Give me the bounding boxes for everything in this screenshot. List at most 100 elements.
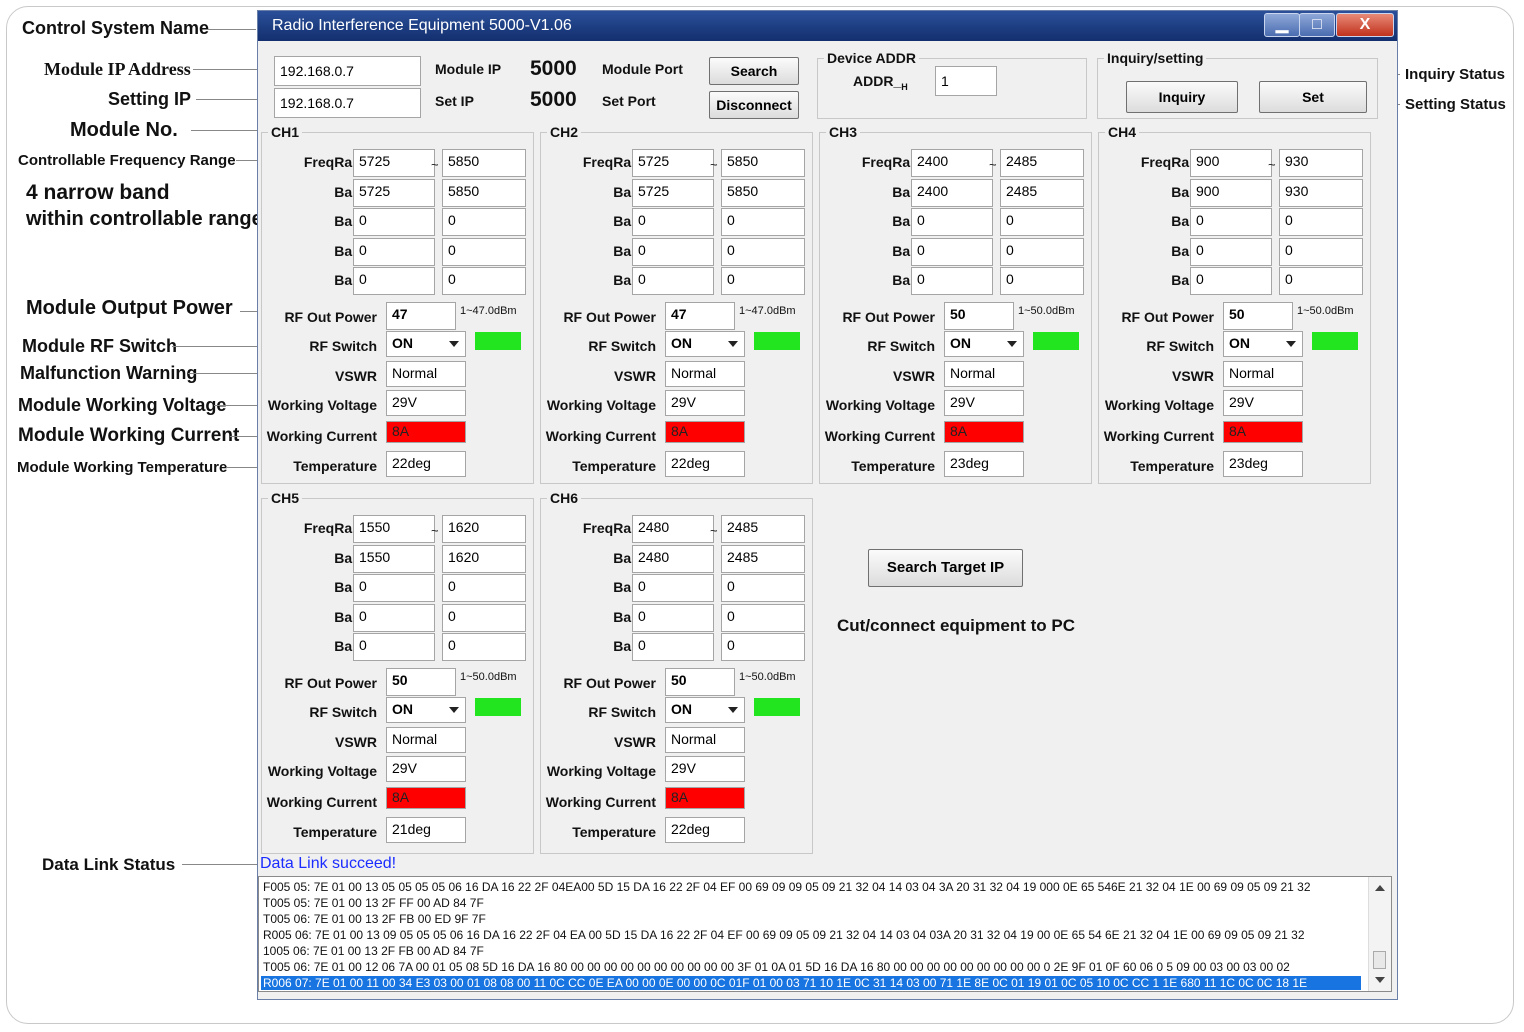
close-icon[interactable]: X	[1336, 13, 1394, 37]
rf-out-power-input[interactable]: 47	[665, 302, 735, 330]
rf-switch-select[interactable]: ON	[665, 697, 745, 723]
band4-high-input[interactable]: 0	[721, 633, 805, 661]
search-target-ip-button[interactable]: Search Target IP	[868, 549, 1023, 587]
band4-low-input[interactable]: 0	[353, 633, 435, 661]
band1-low-input[interactable]: 5725	[632, 179, 714, 207]
data-log[interactable]: F005 05: 7E 01 00 13 05 05 05 05 06 16 D…	[258, 876, 1392, 992]
band4-high-input[interactable]: 0	[442, 267, 526, 295]
freq-range-high-input[interactable]: 1620	[442, 515, 526, 543]
inquiry-button[interactable]: Inquiry	[1126, 81, 1238, 113]
band1-high-input[interactable]: 2485	[1000, 179, 1084, 207]
band4-high-input[interactable]: 0	[721, 267, 805, 295]
band4-high-input[interactable]: 0	[442, 633, 526, 661]
freq-range-low-input[interactable]: 2400	[911, 149, 993, 177]
temperature-label: Temperature	[572, 458, 656, 474]
band2-low-input[interactable]: 0	[632, 208, 714, 236]
scroll-thumb[interactable]	[1373, 951, 1386, 969]
band3-low-input[interactable]: 0	[1190, 238, 1272, 266]
band3-low-input[interactable]: 0	[353, 604, 435, 632]
scroll-up-icon[interactable]	[1375, 885, 1385, 891]
rf-out-power-input[interactable]: 50	[665, 668, 735, 696]
band3-low-input[interactable]: 0	[632, 604, 714, 632]
band1-low-input[interactable]: 2480	[632, 545, 714, 573]
rf-switch-select[interactable]: ON	[944, 331, 1024, 357]
band1-high-input[interactable]: 5850	[721, 179, 805, 207]
band3-low-input[interactable]: 0	[632, 238, 714, 266]
band1-high-input[interactable]: 5850	[442, 179, 526, 207]
maximize-icon[interactable]: □	[1299, 13, 1335, 37]
working-voltage-value: 29V	[665, 390, 745, 416]
rf-out-power-input[interactable]: 50	[386, 668, 456, 696]
band2-low-input[interactable]: 0	[353, 574, 435, 602]
band4-low-input[interactable]: 0	[632, 633, 714, 661]
band3-high-input[interactable]: 0	[442, 604, 526, 632]
minimize-icon[interactable]: ▁	[1264, 13, 1300, 37]
band3-low-input[interactable]: 0	[353, 238, 435, 266]
band1-high-input[interactable]: 930	[1279, 179, 1363, 207]
freq-range-low-input[interactable]: 5725	[632, 149, 714, 177]
scroll-down-icon[interactable]	[1375, 977, 1385, 983]
freq-range-high-input[interactable]: 5850	[721, 149, 805, 177]
band1-high-input[interactable]: 2485	[721, 545, 805, 573]
freq-range-high-input[interactable]: 930	[1279, 149, 1363, 177]
band2-high-input[interactable]: 0	[442, 208, 526, 236]
log-line[interactable]: T005 06: 7E 01 00 12 06 7A 00 01 05 08 5…	[263, 960, 1290, 974]
addr-input[interactable]: 1	[935, 66, 997, 96]
search-button[interactable]: Search	[709, 57, 799, 85]
band2-low-input[interactable]: 0	[911, 208, 993, 236]
band2-low-input[interactable]: 0	[353, 208, 435, 236]
band3-high-input[interactable]: 0	[721, 604, 805, 632]
rf-out-power-input[interactable]: 50	[1223, 302, 1293, 330]
band2-high-input[interactable]: 0	[1000, 208, 1084, 236]
set-button[interactable]: Set	[1259, 81, 1367, 113]
set-ip-input[interactable]: 192.168.0.7	[274, 88, 421, 118]
band3-low-input[interactable]: 0	[911, 238, 993, 266]
band4-high-input[interactable]: 0	[1000, 267, 1084, 295]
log-line[interactable]: 1005 06: 7E 01 00 13 2F FB 00 AD 84 7F	[263, 944, 484, 958]
module-ip-input[interactable]: 192.168.0.7	[274, 56, 421, 86]
band3-high-input[interactable]: 0	[1000, 238, 1084, 266]
disconnect-button[interactable]: Disconnect	[709, 91, 799, 119]
band1-low-input[interactable]: 5725	[353, 179, 435, 207]
band3-high-input[interactable]: 0	[442, 238, 526, 266]
band2-low-input[interactable]: 0	[632, 574, 714, 602]
rf-out-power-input[interactable]: 47	[386, 302, 456, 330]
rf-switch-select[interactable]: ON	[386, 331, 466, 357]
log-line[interactable]: R005 06: 7E 01 00 13 09 05 05 05 06 16 D…	[263, 928, 1305, 942]
band2-low-input[interactable]: 0	[1190, 208, 1272, 236]
band4-low-input[interactable]: 0	[911, 267, 993, 295]
log-line[interactable]: F005 05: 7E 01 00 13 05 05 05 05 06 16 D…	[263, 880, 1311, 894]
rf-out-power-input[interactable]: 50	[944, 302, 1014, 330]
band4-low-input[interactable]: 0	[353, 267, 435, 295]
freq-range-low-input[interactable]: 2480	[632, 515, 714, 543]
band1-low-input[interactable]: 900	[1190, 179, 1272, 207]
log-line[interactable]: R006 07: 7E 01 00 11 00 34 E3 03 00 01 0…	[261, 976, 1361, 990]
band4-low-input[interactable]: 0	[632, 267, 714, 295]
freq-range-low-input[interactable]: 1550	[353, 515, 435, 543]
vswr-value: Normal	[665, 727, 745, 753]
band1-low-input[interactable]: 1550	[353, 545, 435, 573]
band2-high-input[interactable]: 0	[721, 574, 805, 602]
band2-high-input[interactable]: 0	[721, 208, 805, 236]
freq-range-low-input[interactable]: 900	[1190, 149, 1272, 177]
band2-high-input[interactable]: 0	[442, 574, 526, 602]
log-line[interactable]: T005 05: 7E 01 00 13 2F FF 00 AD 84 7F	[263, 896, 484, 910]
rf-switch-label: RF Switch	[588, 704, 656, 720]
band2-high-input[interactable]: 0	[1279, 208, 1363, 236]
freq-range-low-input[interactable]: 5725	[353, 149, 435, 177]
band1-high-input[interactable]: 1620	[442, 545, 526, 573]
freq-range-high-input[interactable]: 2485	[1000, 149, 1084, 177]
band3-high-input[interactable]: 0	[721, 238, 805, 266]
rf-switch-select[interactable]: ON	[1223, 331, 1303, 357]
log-scrollbar[interactable]	[1368, 877, 1391, 991]
rf-switch-select[interactable]: ON	[386, 697, 466, 723]
log-line[interactable]: T005 06: 7E 01 00 13 2F FB 00 ED 9F 7F	[263, 912, 486, 926]
working-voltage-value: 29V	[1223, 390, 1303, 416]
band1-low-input[interactable]: 2400	[911, 179, 993, 207]
band4-low-input[interactable]: 0	[1190, 267, 1272, 295]
freq-range-high-input[interactable]: 2485	[721, 515, 805, 543]
rf-switch-select[interactable]: ON	[665, 331, 745, 357]
freq-range-high-input[interactable]: 5850	[442, 149, 526, 177]
band3-high-input[interactable]: 0	[1279, 238, 1363, 266]
band4-high-input[interactable]: 0	[1279, 267, 1363, 295]
